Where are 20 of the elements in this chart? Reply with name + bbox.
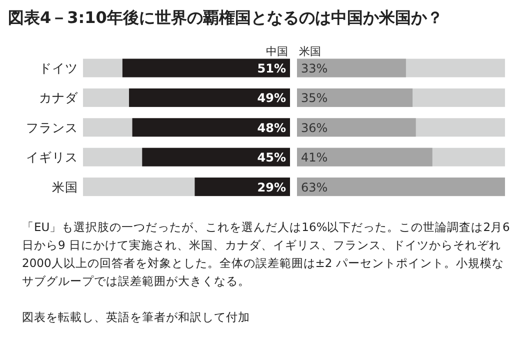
y-tick-label: イギリス	[26, 150, 78, 165]
data-label: 45%	[257, 150, 286, 165]
data-label: 51%	[257, 62, 286, 76]
y-tick-label: 米国	[52, 179, 78, 194]
series-label: 中国	[266, 44, 288, 58]
series-label: 米国	[299, 44, 321, 58]
y-tick-label: カナダ	[39, 90, 79, 106]
data-label: 49%	[257, 91, 286, 106]
chart-title: 図表4－3:10年後に世界の覇権国となるのは中国か米国か？	[8, 8, 443, 29]
data-label: 48%	[257, 120, 286, 135]
y-tick-label: ドイツ	[39, 60, 78, 76]
data-label: 63%	[301, 180, 328, 194]
text: 「EU」も選択肢の一つだったが、これを選んだ人は16%以下だった。この世論調査は2月6 日から9 日にかけて実施され、米国、カナダ、イギリス、フランス、ドイツからそれぞれ2000人以上の回答者を対象とした。全体の誤差範囲は±2 パーセントポイント。小規模なサブグループでは誤差範囲が大きくなる。	[22, 219, 511, 290]
data-label: 29%	[257, 180, 286, 194]
y-tick-label: フランス	[26, 120, 78, 135]
data-label: 35%	[301, 91, 328, 106]
data-label: 36%	[301, 120, 328, 135]
data-label: 33%	[301, 62, 328, 76]
data-label: 41%	[301, 150, 328, 165]
text: 図表を転載し、英語を筆者が和訳して付加	[22, 309, 251, 326]
